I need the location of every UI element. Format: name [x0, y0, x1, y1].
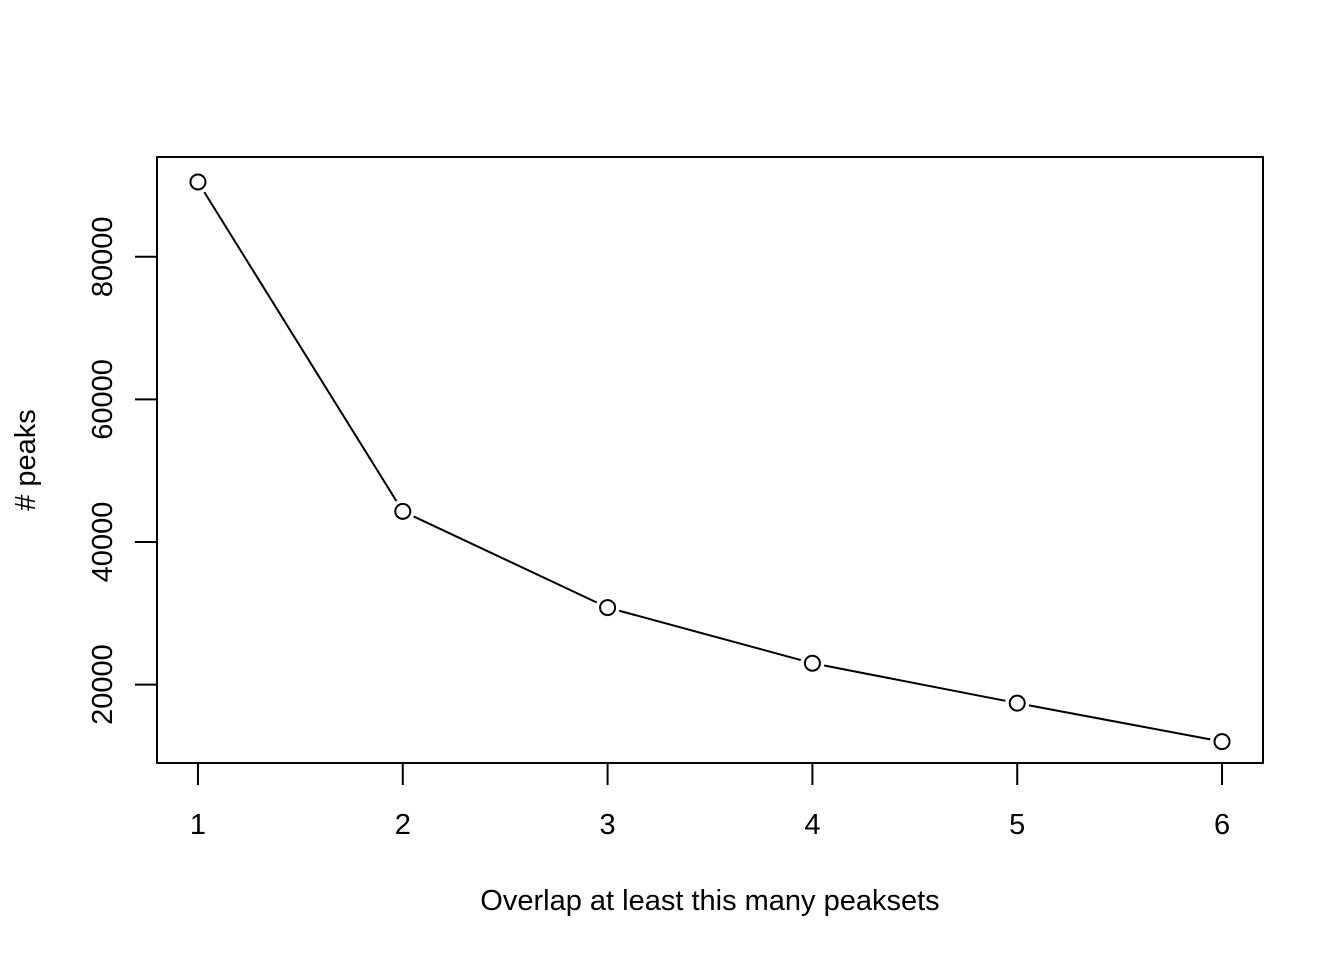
x-axis-label: Overlap at least this many peaksets [480, 885, 939, 917]
y-tick-label: 60000 [87, 359, 119, 440]
x-axis: 1 2 3 4 5 6 [190, 762, 1230, 841]
x-tick-label: 3 [600, 809, 616, 841]
x-tick-label: 6 [1214, 809, 1230, 841]
data-point [1008, 694, 1026, 712]
data-point [1213, 733, 1231, 751]
data-point [599, 599, 617, 617]
data-point [394, 502, 412, 520]
x-tick-label: 2 [395, 809, 411, 841]
plot-frame [156, 156, 1264, 764]
x-tick-label: 5 [1009, 809, 1025, 841]
series-line-segment [823, 664, 1006, 702]
data-point [803, 654, 821, 672]
x-tick-label: 1 [190, 809, 206, 841]
x-tick-label: 4 [804, 809, 820, 841]
y-tick-label: 20000 [87, 644, 119, 725]
y-axis: 20000 40000 60000 80000 [87, 216, 158, 725]
y-tick-label: 40000 [87, 502, 119, 583]
series-line-segment [413, 515, 598, 604]
series-layer [189, 173, 1231, 751]
y-tick-label: 80000 [87, 216, 119, 297]
series-line-segment [1028, 704, 1211, 741]
data-point [189, 173, 207, 191]
series-line-segment [203, 191, 398, 502]
series-line-segment [618, 609, 802, 662]
y-axis-label: # peaks [10, 409, 42, 511]
